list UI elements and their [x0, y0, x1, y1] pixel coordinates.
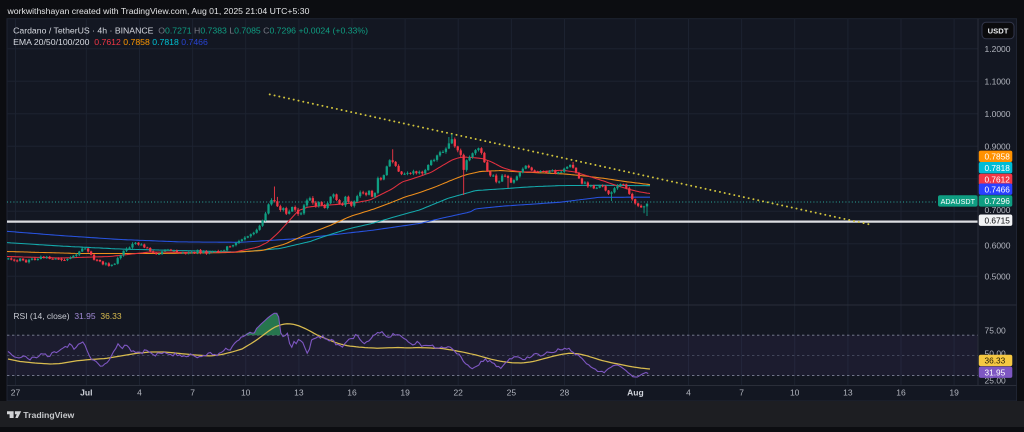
- svg-text:EMA 20/50/100/200 0.7612 0.78: EMA 20/50/100/200 0.7612 0.7858 0.7818 0…: [13, 37, 208, 47]
- svg-text:Jul: Jul: [80, 387, 92, 397]
- svg-text:27: 27: [11, 387, 21, 397]
- svg-text:22: 22: [453, 387, 463, 397]
- svg-text:ADAUSDT: ADAUSDT: [941, 197, 976, 206]
- svg-text:50.00: 50.00: [985, 348, 1007, 358]
- svg-text:36.33: 36.33: [985, 356, 1006, 366]
- svg-text:10: 10: [241, 387, 251, 397]
- svg-text:7: 7: [739, 387, 744, 397]
- svg-text:28: 28: [560, 387, 570, 397]
- svg-text:0.6715: 0.6715: [985, 215, 1011, 225]
- svg-text:1.0000: 1.0000: [985, 109, 1011, 119]
- svg-text:19: 19: [400, 387, 410, 397]
- svg-text:0.7858: 0.7858: [985, 151, 1011, 161]
- svg-text:RSI (14, close) 31.95 36.33: RSI (14, close) 31.95 36.33: [13, 311, 121, 321]
- svg-text:1.2000: 1.2000: [985, 44, 1011, 54]
- svg-text:Cardano / TetherUS · 4h · BINA: Cardano / TetherUS · 4h · BINANCE O0.727…: [13, 26, 368, 36]
- svg-text:1.1000: 1.1000: [985, 76, 1011, 86]
- svg-text:Aug: Aug: [627, 387, 644, 397]
- svg-text:4: 4: [137, 387, 142, 397]
- svg-text:0.7818: 0.7818: [985, 163, 1011, 173]
- svg-text:75.00: 75.00: [985, 326, 1007, 336]
- svg-text:10: 10: [790, 387, 800, 397]
- svg-text:13: 13: [843, 387, 853, 397]
- svg-text:0.7296: 0.7296: [985, 196, 1011, 206]
- svg-text:25.00: 25.00: [985, 376, 1007, 386]
- svg-text:0.7612: 0.7612: [985, 175, 1011, 185]
- svg-text:TradingView: TradingView: [23, 410, 74, 420]
- svg-text:19: 19: [949, 387, 959, 397]
- svg-text:USDT: USDT: [988, 27, 1009, 36]
- svg-text:0.6000: 0.6000: [985, 240, 1011, 250]
- svg-text:31.95: 31.95: [985, 367, 1006, 377]
- svg-text:0.7000: 0.7000: [985, 205, 1011, 215]
- svg-text:16: 16: [896, 387, 906, 397]
- svg-text:0.9000: 0.9000: [985, 141, 1011, 151]
- svg-text:0.5000: 0.5000: [985, 271, 1011, 281]
- svg-text:13: 13: [294, 387, 304, 397]
- svg-text:workwithshayan created with Tr: workwithshayan created with TradingView.…: [7, 6, 310, 16]
- svg-text:16: 16: [347, 387, 357, 397]
- svg-text:25: 25: [507, 387, 517, 397]
- svg-text:7: 7: [190, 387, 195, 397]
- svg-text:4: 4: [686, 387, 691, 397]
- svg-text:0.7466: 0.7466: [985, 184, 1011, 194]
